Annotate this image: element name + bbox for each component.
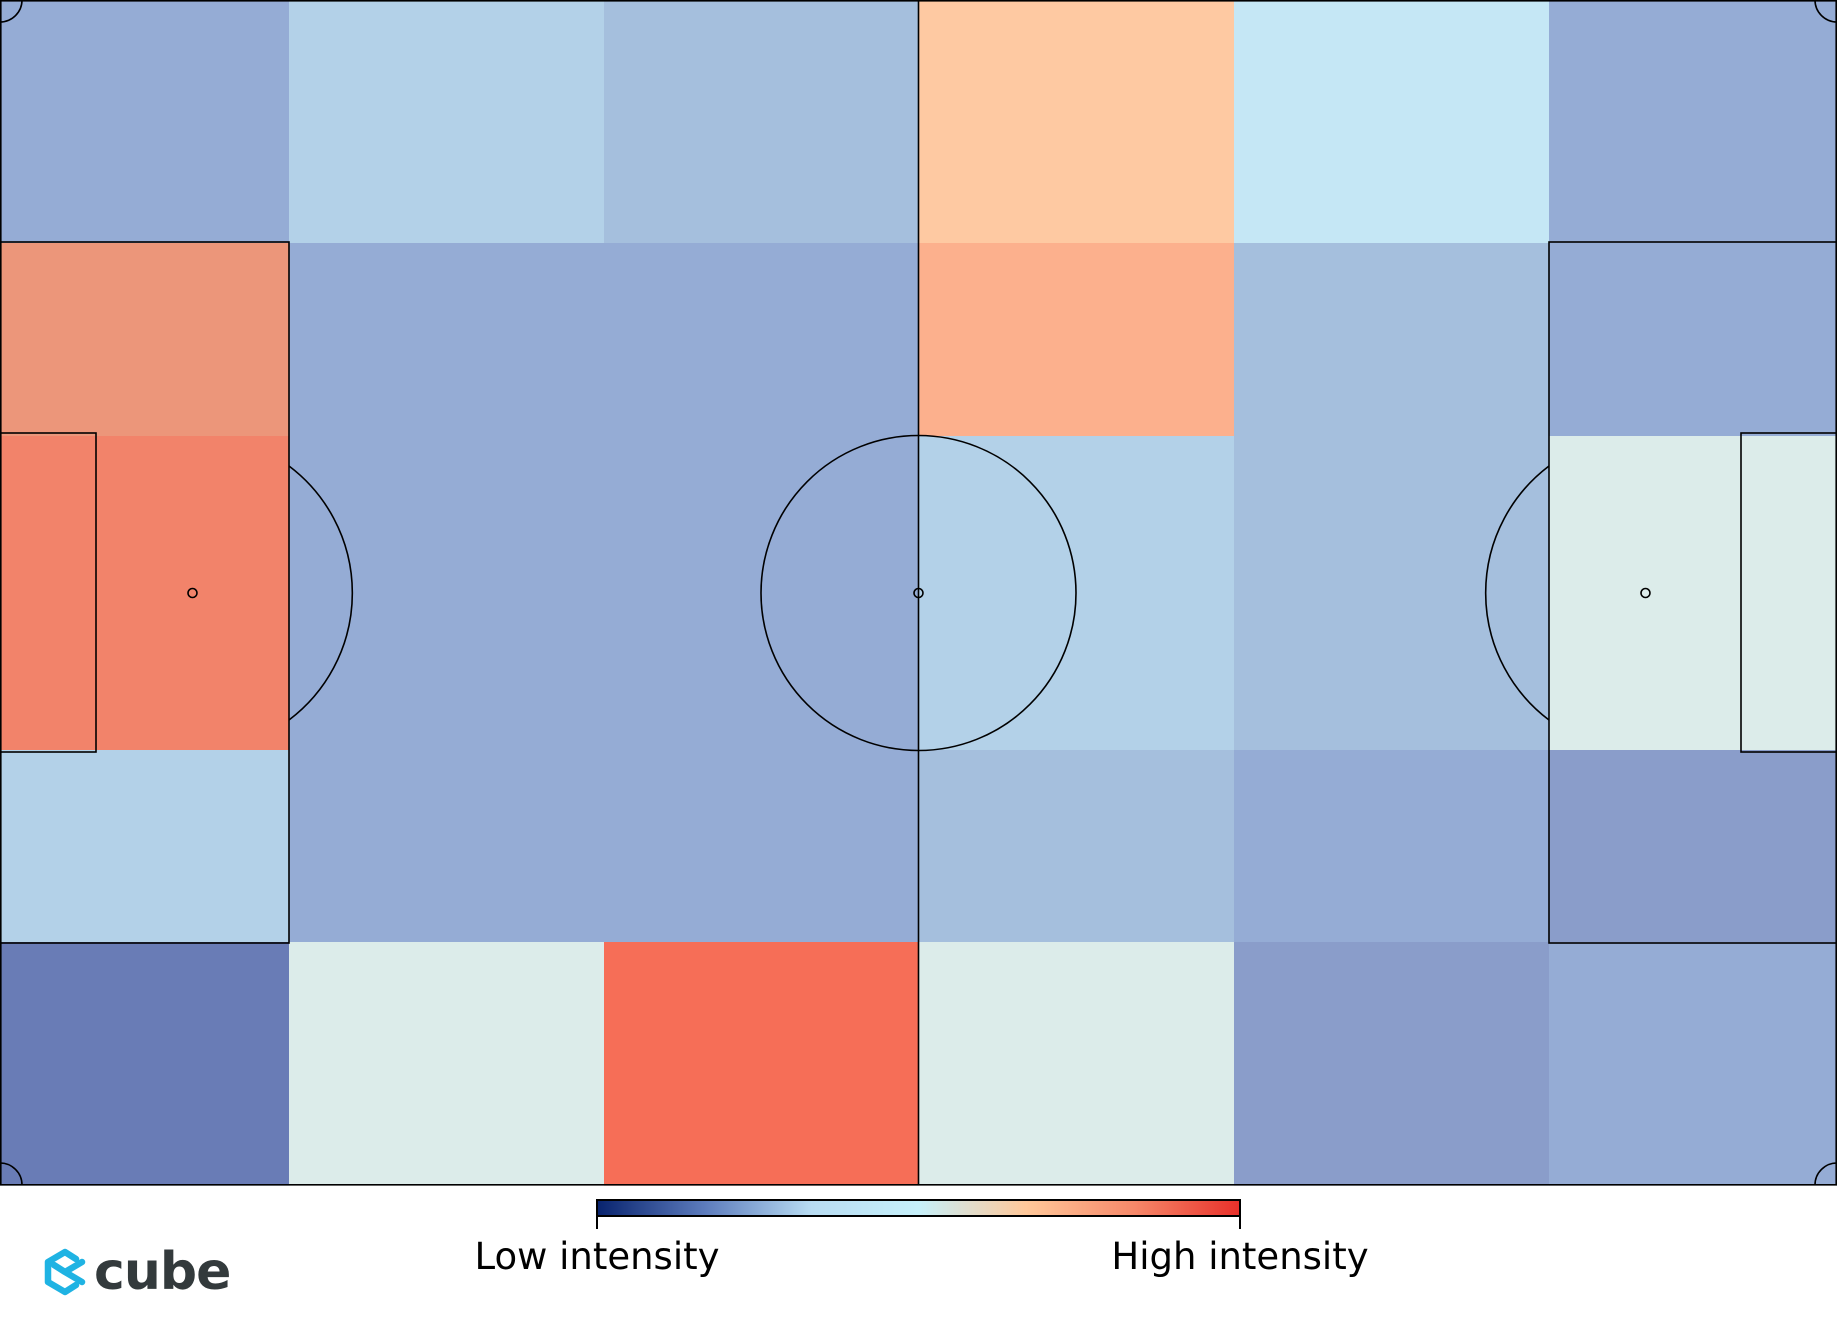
heatmap-cell (289, 243, 605, 437)
heatmap-cell (1549, 436, 1837, 751)
legend-low-label: Low intensity (474, 1235, 720, 1278)
cube-logo-icon (44, 1248, 86, 1296)
heatmap-cell (1234, 942, 1550, 1186)
heatmap-cell (1549, 942, 1837, 1186)
right-penalty-arc (1484, 465, 1550, 721)
heatmap-cell (918, 942, 1235, 1186)
right-penalty-area (1548, 241, 1837, 944)
heatmap-cell (289, 750, 605, 943)
heatmap-cell (0, 436, 290, 751)
right-penalty-spot (1640, 587, 1651, 599)
heatmap-cell (0, 750, 290, 943)
heatmap-cell (289, 436, 605, 751)
heatmap-cell (1234, 0, 1550, 244)
heatmap-cell (1234, 436, 1550, 751)
heatmap-cell (0, 942, 290, 1186)
colorbar-gradient (596, 1199, 1241, 1217)
heatmap-cell (1549, 750, 1837, 943)
heatmap-cell (604, 0, 920, 244)
heatmap-cell (0, 243, 290, 437)
corner-arc-top-right (1814, 0, 1837, 23)
heatmap-cell (1549, 243, 1837, 437)
heatmap-cell (1234, 243, 1550, 437)
corner-arc-bottom-right (1814, 1162, 1837, 1186)
heatmap-cells (0, 0, 1837, 1186)
heatmap-cell (604, 750, 920, 943)
heatmap-cell (289, 942, 605, 1186)
cube-logo-text: cube (94, 1242, 231, 1302)
centre-spot (913, 587, 924, 599)
left-penalty-spot (187, 587, 198, 599)
left-penalty-area (0, 241, 290, 944)
heatmap-cell (918, 750, 1235, 943)
colorbar (596, 1199, 1241, 1229)
heatmap-cell (918, 243, 1235, 437)
pitch-markings (0, 0, 1837, 1186)
cube-logo: cube (42, 1242, 231, 1302)
heatmap-cell (289, 0, 605, 244)
left-goal-area (0, 432, 97, 753)
heatmap-cell (1549, 0, 1837, 244)
heatmap-cell (918, 0, 1235, 244)
corner-arc-top-left (0, 0, 23, 23)
corner-arc-bottom-left (0, 1162, 23, 1186)
heatmap-cell (604, 243, 920, 437)
left-penalty-arc (288, 465, 354, 721)
heatmap-cell (1234, 750, 1550, 943)
legend-high-label: High intensity (1111, 1235, 1369, 1278)
right-goal-area (1740, 432, 1837, 753)
centre-circle (760, 434, 1077, 752)
heatmap-cell (0, 0, 290, 244)
heatmap-cell (604, 942, 920, 1186)
